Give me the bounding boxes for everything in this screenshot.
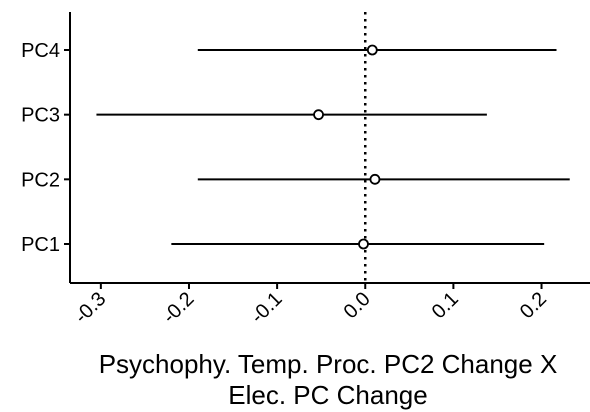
y-tick-label-pc4: PC4 [21,40,60,62]
x-tick-label: 0.0 [340,288,375,323]
y-tick-label-pc3: PC3 [21,105,60,127]
estimate-point-pc4 [366,44,378,56]
y-tick-label-pc1: PC1 [21,234,60,256]
x-axis-title-line-2: Elec. PC Change [228,380,427,410]
x-tick-label: 0.1 [428,288,463,323]
y-tick-label-pc2: PC2 [21,169,60,191]
x-axis-title: Psychophy. Temp. Proc. PC2 Change X Elec… [99,349,558,410]
estimate-point-pc2 [369,173,381,185]
axes [69,12,590,284]
x-axis-title-line-1: Psychophy. Temp. Proc. PC2 Change X [99,349,558,379]
estimate-point-pc1 [358,238,369,250]
estimate-point-pc3 [313,109,324,121]
plot-area [96,12,570,283]
x-tick-label: -0.3 [70,288,110,328]
x-tick-label: -0.1 [247,288,287,328]
x-tick-label: -0.2 [159,288,199,328]
x-tick-label: 0.2 [516,288,551,323]
ticks: PC4 PC3 PC2 PC1 -0.3 -0.2 -0.1 0.0 0.1 0.2 [21,40,551,328]
